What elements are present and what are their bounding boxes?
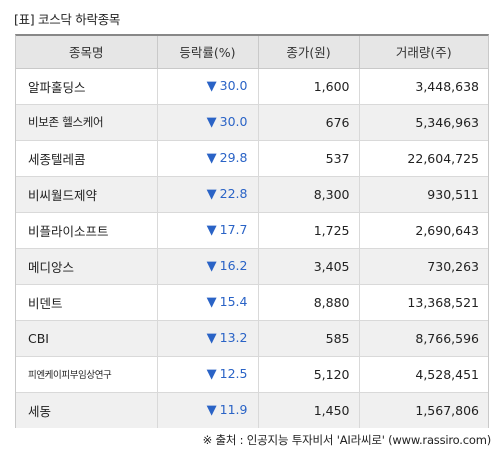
table-row: 비플라이소프트 ▼ 17.7 1,725 2,690,643: [16, 212, 488, 249]
change-rate: ▼ 29.8: [157, 140, 259, 177]
table-title: [표] 코스닥 하락종목: [14, 12, 121, 27]
trade-volume: 730,263: [359, 248, 488, 285]
trade-volume: 2,690,643: [359, 212, 488, 249]
change-rate: ▼ 30.0: [157, 104, 259, 141]
stock-name: 메디앙스: [16, 248, 158, 285]
down-triangle-icon: ▼: [206, 151, 217, 166]
stock-name: 알파홀딩스: [16, 68, 158, 105]
table-row: 비씨월드제약 ▼ 22.8 8,300 930,511: [16, 176, 488, 213]
table-row: 피엔케이피부임상연구 ▼ 12.5 5,120 4,528,451: [16, 356, 488, 393]
column-header-rate: 등락률(%): [157, 36, 259, 69]
closing-price: 676: [258, 104, 360, 141]
column-header-price: 종가(원): [258, 36, 360, 69]
closing-price: 1,450: [258, 392, 360, 428]
table-row: 알파홀딩스 ▼ 30.0 1,600 3,448,638: [16, 68, 488, 105]
change-rate-value: 17.7: [219, 222, 248, 237]
table-row: 세종텔레콤 ▼ 29.8 537 22,604,725: [16, 140, 488, 177]
stock-name: 비보존 헬스케어: [16, 104, 158, 141]
down-triangle-icon: ▼: [206, 115, 217, 130]
stock-table: 종목명 등락률(%) 종가(원) 거래량(주) 알파홀딩스 ▼ 30.0 1,60…: [15, 34, 489, 428]
closing-price: 537: [258, 140, 360, 177]
change-rate-value: 15.4: [219, 294, 248, 309]
closing-price: 3,405: [258, 248, 360, 285]
trade-volume: 3,448,638: [359, 68, 488, 105]
stock-name: CBI: [16, 320, 158, 357]
trade-volume: 22,604,725: [359, 140, 488, 177]
trade-volume: 4,528,451: [359, 356, 488, 393]
change-rate: ▼ 17.7: [157, 212, 259, 249]
closing-price: 1,600: [258, 68, 360, 105]
change-rate: ▼ 13.2: [157, 320, 259, 357]
stock-name: 비씨월드제약: [16, 176, 158, 213]
down-triangle-icon: ▼: [206, 331, 217, 346]
change-rate-value: 29.8: [219, 150, 248, 165]
closing-price: 1,725: [258, 212, 360, 249]
change-rate-value: 16.2: [219, 258, 248, 273]
closing-price: 8,300: [258, 176, 360, 213]
down-triangle-icon: ▼: [206, 367, 217, 382]
change-rate: ▼ 11.9: [157, 392, 259, 428]
table-header-row: 종목명 등락률(%) 종가(원) 거래량(주): [16, 36, 488, 69]
change-rate: ▼ 16.2: [157, 248, 259, 285]
table-row: 메디앙스 ▼ 16.2 3,405 730,263: [16, 248, 488, 285]
column-header-volume: 거래량(주): [359, 36, 488, 69]
down-triangle-icon: ▼: [206, 403, 217, 419]
change-rate-value: 30.0: [219, 78, 248, 93]
trade-volume: 930,511: [359, 176, 488, 213]
trade-volume: 8,766,596: [359, 320, 488, 357]
stock-name: 비덴트: [16, 284, 158, 321]
down-triangle-icon: ▼: [206, 295, 217, 310]
stock-name: 피엔케이피부임상연구: [16, 356, 158, 393]
change-rate-value: 22.8: [219, 186, 248, 201]
change-rate-value: 13.2: [219, 330, 248, 345]
column-header-name: 종목명: [16, 36, 158, 69]
change-rate: ▼ 22.8: [157, 176, 259, 213]
table-row: CBI ▼ 13.2 585 8,766,596: [16, 320, 488, 357]
change-rate-value: 12.5: [219, 366, 248, 381]
closing-price: 5,120: [258, 356, 360, 393]
table-row: 비덴트 ▼ 15.4 8,880 13,368,521: [16, 284, 488, 321]
down-triangle-icon: ▼: [206, 79, 217, 94]
down-triangle-icon: ▼: [206, 187, 217, 202]
stock-name: 세종텔레콤: [16, 140, 158, 177]
stock-name: 세동: [16, 392, 158, 428]
table-row: 세동 ▼ 11.9 1,450 1,567,806: [16, 392, 488, 428]
change-rate-value: 30.0: [219, 114, 248, 129]
change-rate: ▼ 12.5: [157, 356, 259, 393]
change-rate: ▼ 30.0: [157, 68, 259, 105]
table-row: 비보존 헬스케어 ▼ 30.0 676 5,346,963: [16, 104, 488, 141]
closing-price: 585: [258, 320, 360, 357]
stock-name: 비플라이소프트: [16, 212, 158, 249]
source-note: ※ 출처 : 인공지능 투자비서 'AI라씨로' (www.rassiro.co…: [202, 433, 492, 447]
trade-volume: 1,567,806: [359, 392, 488, 428]
down-triangle-icon: ▼: [206, 223, 217, 238]
change-rate: ▼ 15.4: [157, 284, 259, 321]
down-triangle-icon: ▼: [206, 259, 217, 274]
closing-price: 8,880: [258, 284, 360, 321]
change-rate-value: 11.9: [219, 402, 248, 418]
trade-volume: 13,368,521: [359, 284, 488, 321]
trade-volume: 5,346,963: [359, 104, 488, 141]
